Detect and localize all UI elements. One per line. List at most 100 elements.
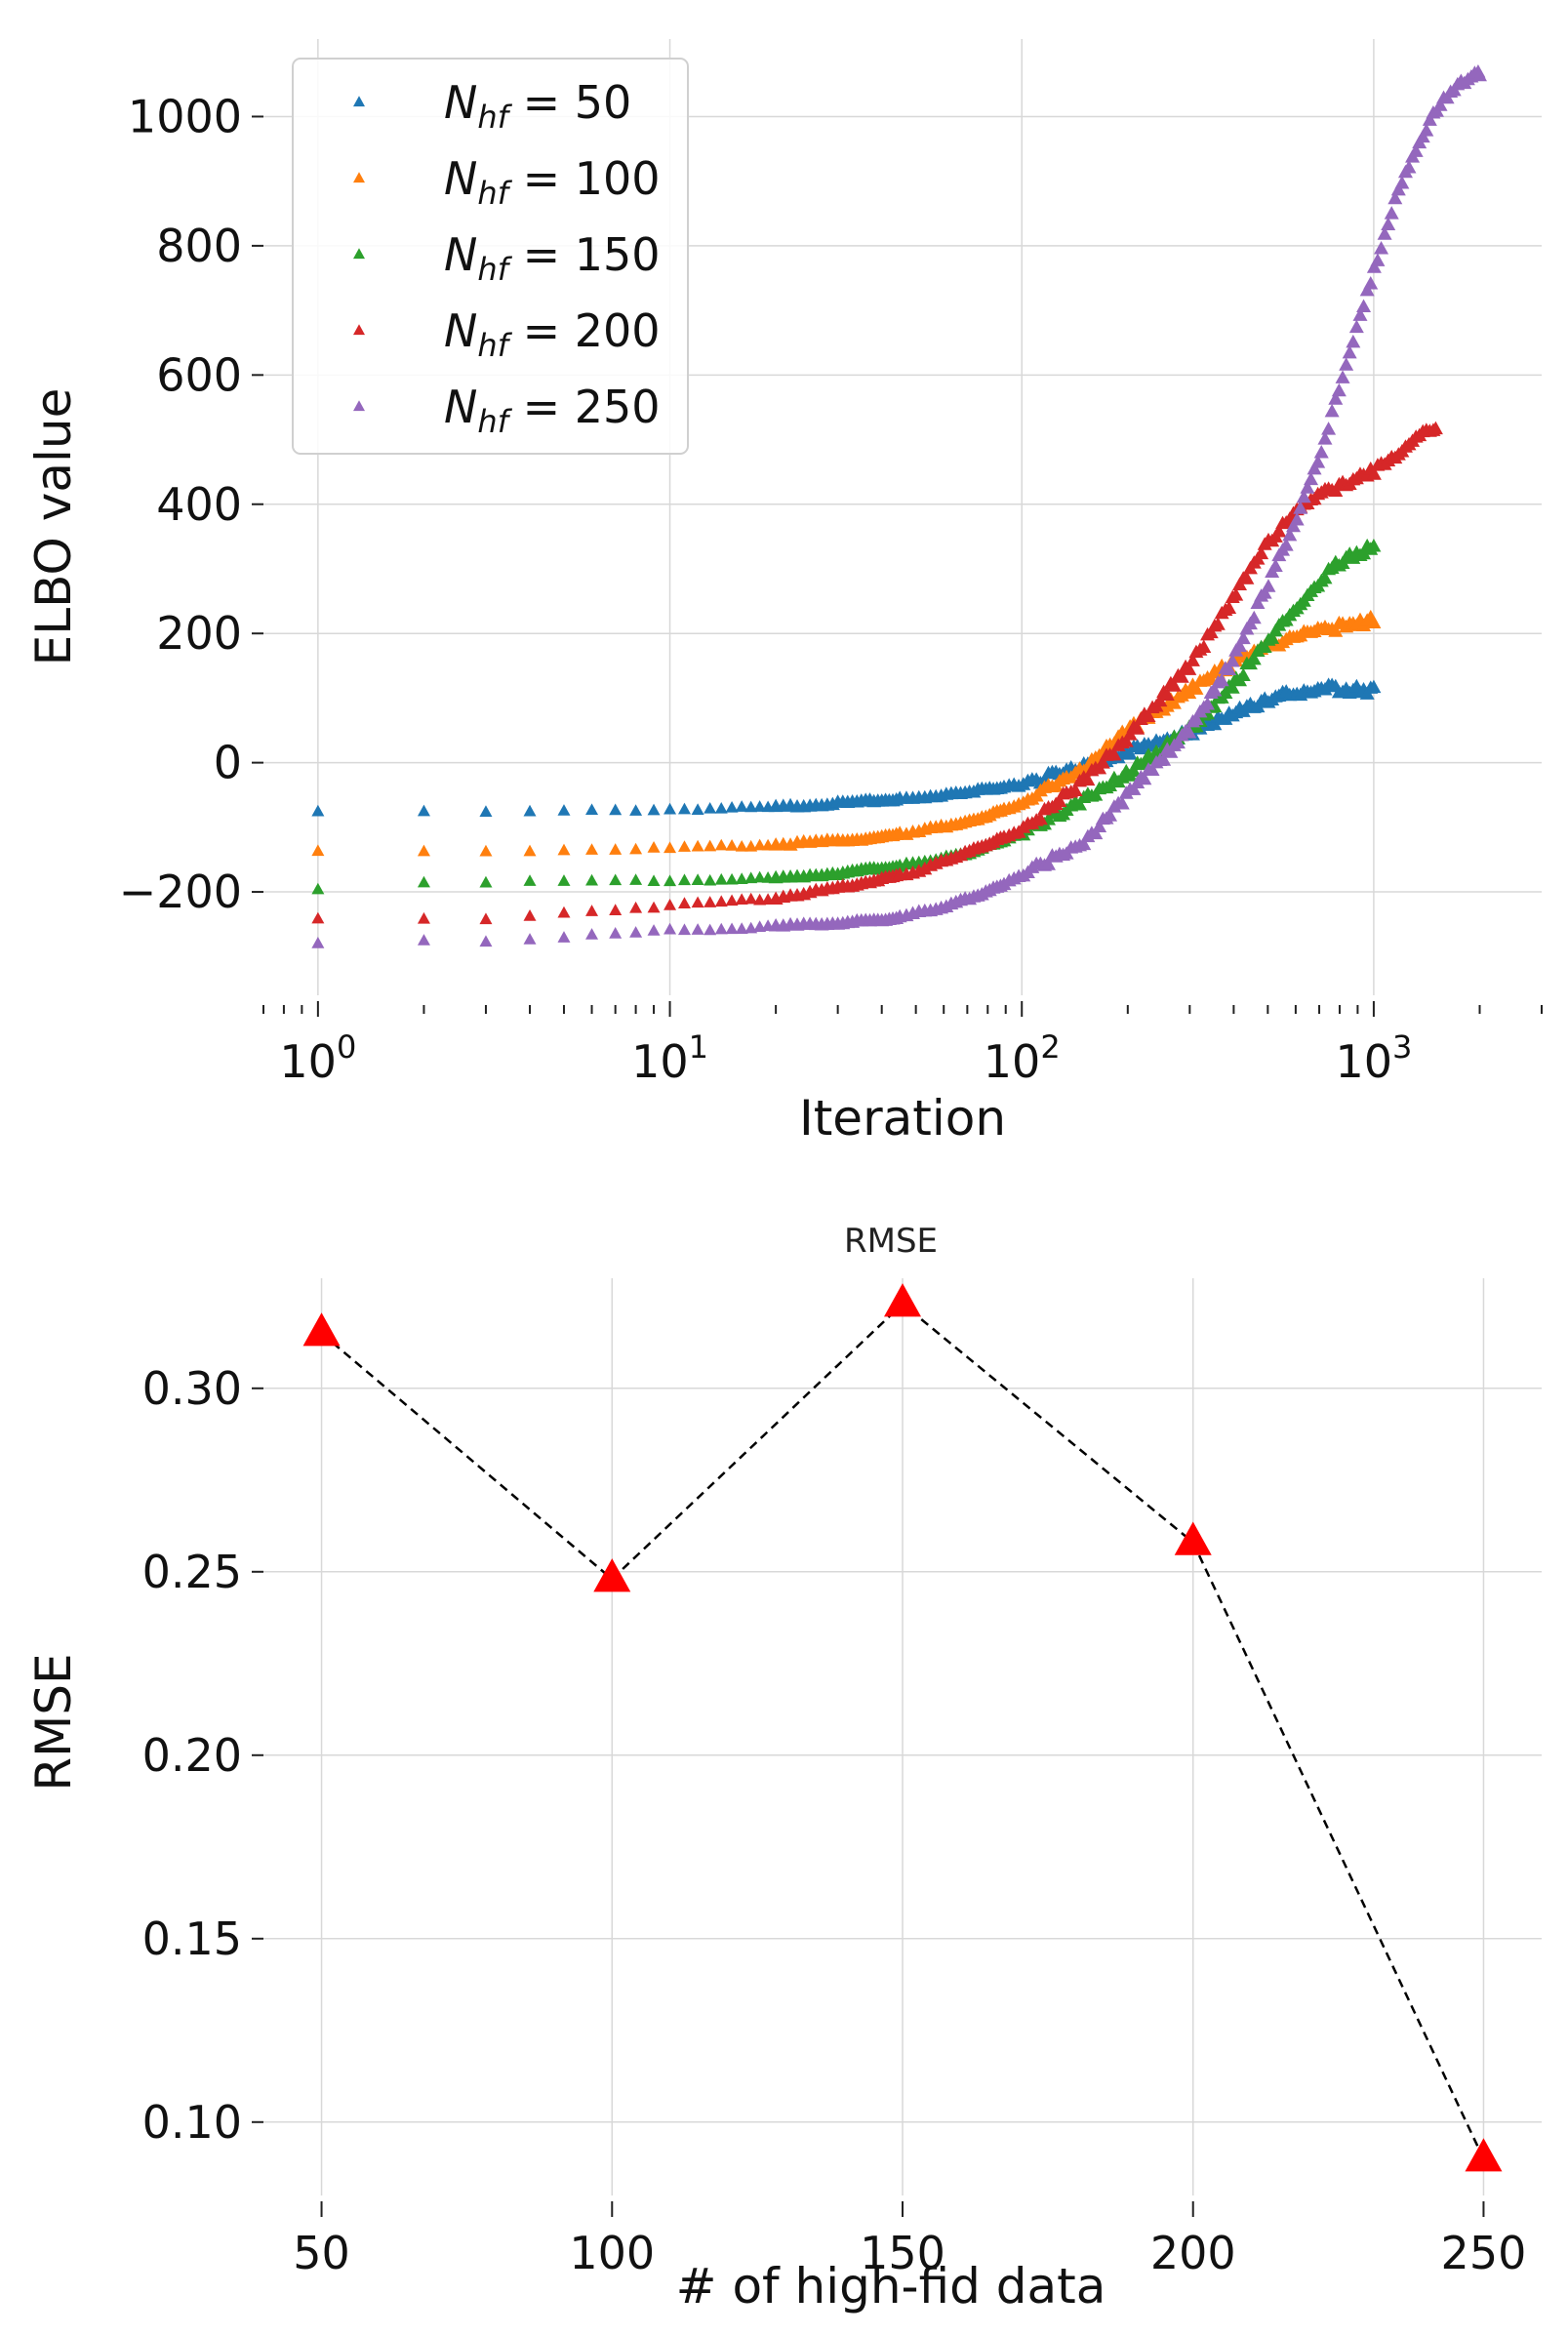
elbo-marker bbox=[479, 844, 493, 857]
elbo-marker bbox=[1122, 727, 1138, 741]
elbo-marker bbox=[629, 873, 643, 885]
elbo-marker bbox=[609, 927, 623, 939]
elbo-marker bbox=[677, 923, 691, 936]
elbo-marker bbox=[917, 861, 933, 875]
elbo-marker bbox=[704, 873, 717, 886]
elbo-marker bbox=[1384, 206, 1399, 220]
elbo-marker bbox=[1422, 112, 1437, 126]
elbo-legend: Nhf = 50 Nhf = 100 Nhf = 150 Nhf = 200 Nhf =… bbox=[292, 58, 689, 455]
elbo-marker bbox=[1130, 721, 1146, 735]
elbo-marker bbox=[1106, 746, 1122, 761]
elbo-marker bbox=[1246, 610, 1262, 624]
elbo-marker bbox=[1359, 282, 1375, 297]
elbo-marker bbox=[609, 873, 623, 886]
elbo-marker bbox=[523, 804, 537, 817]
elbo-marker bbox=[417, 804, 430, 817]
elbo-marker bbox=[1310, 455, 1326, 468]
elbo-marker bbox=[1188, 711, 1204, 726]
rmse-x-axis-label: # of high-fid data bbox=[676, 2258, 1106, 2315]
elbo-marker bbox=[725, 872, 739, 885]
elbo-marker bbox=[1356, 299, 1372, 313]
elbo-series-2 bbox=[311, 609, 1382, 857]
elbo-marker bbox=[1387, 190, 1403, 205]
elbo-marker bbox=[1200, 696, 1216, 710]
elbo-legend-marker bbox=[353, 324, 365, 336]
elbo-marker bbox=[1317, 431, 1333, 445]
elbo-marker bbox=[1080, 772, 1096, 786]
elbo-marker bbox=[647, 901, 661, 913]
elbo-marker bbox=[744, 892, 758, 905]
elbo-legend-marker bbox=[353, 248, 365, 260]
elbo-marker bbox=[609, 904, 623, 915]
elbo-marker bbox=[1126, 763, 1142, 778]
elbo-y-tick-label: 200 bbox=[156, 607, 242, 660]
elbo-chart: −200 0 200 400 600 800 1000 100 101 102 103 Iterat… bbox=[25, 39, 1543, 1147]
elbo-marker bbox=[663, 898, 677, 910]
elbo-marker bbox=[753, 838, 767, 851]
elbo-marker bbox=[753, 870, 767, 883]
elbo-marker bbox=[1067, 783, 1083, 797]
elbo-marker bbox=[1296, 489, 1311, 503]
elbo-marker bbox=[1267, 558, 1283, 572]
elbo-marker bbox=[744, 871, 758, 884]
elbo-marker bbox=[1182, 685, 1197, 700]
elbo-marker bbox=[1348, 319, 1364, 334]
elbo-marker bbox=[753, 893, 767, 906]
elbo-marker bbox=[1088, 825, 1104, 840]
elbo-marker bbox=[735, 893, 748, 906]
elbo-marker bbox=[663, 802, 677, 815]
elbo-x-tick-label: 103 bbox=[1335, 1028, 1412, 1088]
elbo-y-tick-label: 800 bbox=[156, 220, 242, 272]
elbo-marker bbox=[663, 874, 677, 887]
elbo-marker bbox=[585, 905, 599, 916]
elbo-marker bbox=[629, 842, 643, 855]
elbo-marker bbox=[704, 801, 717, 814]
elbo-marker bbox=[523, 844, 537, 857]
elbo-marker bbox=[1145, 762, 1160, 776]
elbo-marker bbox=[677, 840, 691, 852]
elbo-marker bbox=[585, 803, 599, 816]
rmse-x-tick-label: 50 bbox=[293, 2227, 350, 2279]
elbo-y-tick-label: 1000 bbox=[128, 90, 242, 142]
elbo-marker bbox=[1239, 571, 1255, 584]
elbo-y-tick-label: 0 bbox=[214, 737, 242, 789]
elbo-x-tick-label: 100 bbox=[279, 1028, 356, 1088]
elbo-marker bbox=[1300, 480, 1315, 494]
elbo-x-axis-label: Iteration bbox=[799, 1090, 1006, 1147]
elbo-marker bbox=[753, 800, 767, 812]
elbo-marker bbox=[1095, 755, 1110, 769]
elbo-legend-label: Nhf = 250 bbox=[444, 381, 661, 440]
elbo-marker bbox=[1366, 466, 1382, 480]
elbo-marker bbox=[663, 922, 677, 935]
elbo-series-4 bbox=[311, 421, 1443, 925]
elbo-marker bbox=[1254, 545, 1269, 560]
elbo-marker bbox=[1170, 735, 1186, 749]
elbo-y-axis-label: ELBO value bbox=[25, 388, 82, 666]
rmse-marker bbox=[302, 1312, 341, 1347]
elbo-marker bbox=[714, 801, 728, 814]
elbo-marker bbox=[1363, 276, 1379, 290]
rmse-y-axis-label: RMSE bbox=[25, 1653, 82, 1791]
elbo-marker bbox=[1166, 678, 1182, 692]
elbo-marker bbox=[1228, 587, 1244, 601]
rmse-marker bbox=[593, 1558, 631, 1592]
elbo-marker bbox=[557, 931, 571, 943]
elbo-marker bbox=[311, 937, 325, 948]
elbo-marker bbox=[1126, 782, 1142, 795]
elbo-marker bbox=[725, 922, 739, 935]
elbo-legend-label: Nhf = 200 bbox=[444, 304, 661, 364]
elbo-legend-marker bbox=[353, 400, 365, 412]
elbo-marker bbox=[647, 874, 661, 887]
elbo-marker bbox=[557, 906, 571, 918]
elbo-marker bbox=[1222, 600, 1237, 615]
elbo-marker bbox=[1278, 538, 1294, 551]
elbo-marker bbox=[629, 901, 643, 913]
elbo-marker bbox=[663, 841, 677, 854]
elbo-marker bbox=[704, 923, 717, 936]
rmse-y-tick-label: 0.25 bbox=[142, 1546, 242, 1598]
elbo-marker bbox=[1225, 680, 1240, 694]
elbo-marker bbox=[1052, 793, 1067, 807]
elbo-marker bbox=[1156, 752, 1172, 766]
elbo-marker bbox=[647, 924, 661, 936]
